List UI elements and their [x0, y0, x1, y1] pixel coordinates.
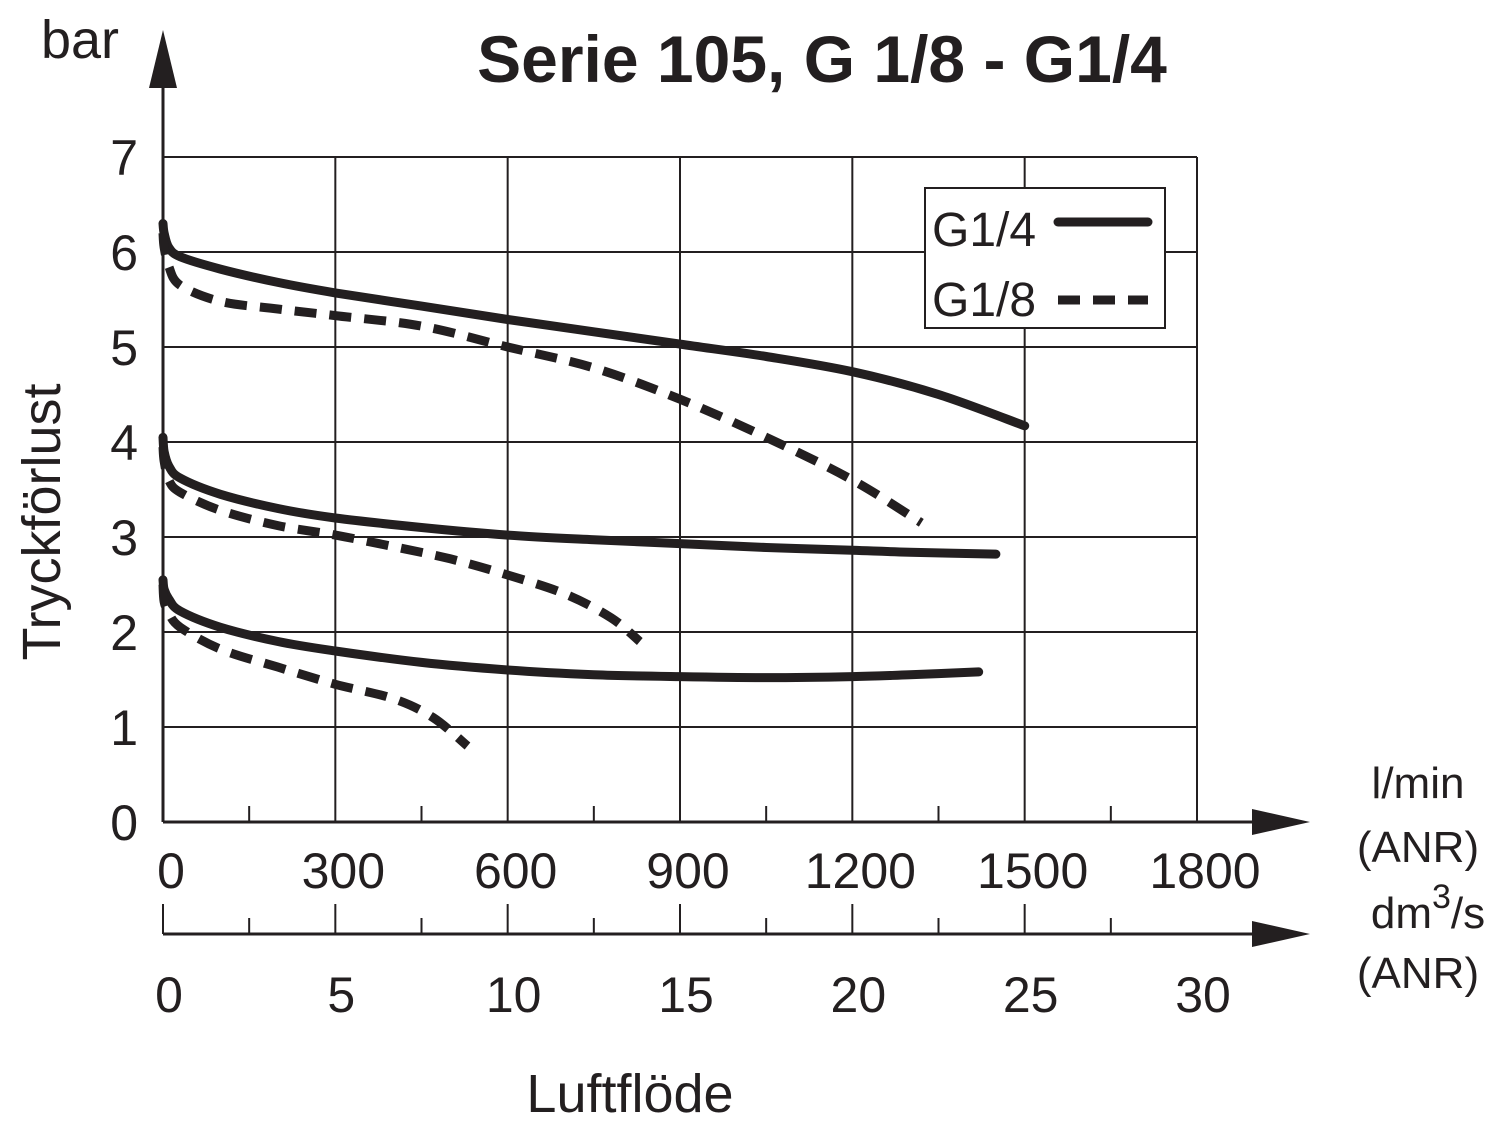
x-unit-secondary-line2: (ANR) — [1357, 949, 1479, 998]
x2-tick-label: 15 — [658, 967, 714, 1023]
x-tick-label: 1200 — [805, 843, 916, 899]
x-unit-secondary-tail: /s — [1451, 889, 1485, 938]
y-axis-arrow — [149, 30, 177, 88]
x-unit-secondary-sup: 3 — [1432, 878, 1451, 916]
series-layer — [158, 219, 1030, 750]
x-unit-primary-line1: l/min — [1372, 759, 1465, 808]
x-tick-label: 0 — [157, 843, 185, 899]
x-tick-label: 1500 — [977, 843, 1088, 899]
series-line-g18-3 — [158, 446, 643, 645]
x2-tick-label: 30 — [1175, 967, 1231, 1023]
series-line-g14-0 — [158, 219, 1030, 431]
x-unit-primary-line2: (ANR) — [1357, 823, 1479, 872]
x-minor-ticks — [248, 806, 1112, 822]
x2-tick-label: 10 — [486, 967, 542, 1023]
y-unit-label: bar — [41, 10, 119, 70]
x2-tick-label: 20 — [831, 967, 887, 1023]
y-tick-label: 7 — [110, 130, 138, 186]
x-tick-labels: 0 300 600 900 1200 1500 1800 — [157, 843, 1261, 899]
y-tick-label: 1 — [110, 700, 138, 756]
y-tick-label: 0 — [110, 795, 138, 851]
y-tick-label: 4 — [110, 415, 138, 471]
x-tick-label: 1800 — [1149, 843, 1260, 899]
x2-tick-labels: 0 5 10 15 20 25 30 — [155, 967, 1231, 1023]
series-line-g14-4 — [158, 575, 984, 683]
legend-label-g14: G1/4 — [932, 204, 1036, 257]
x-axis-arrow — [1252, 809, 1310, 835]
y-tick-label: 6 — [110, 225, 138, 281]
y-tick-labels: 0 1 2 3 4 5 6 7 — [110, 130, 138, 851]
y-tick-label: 2 — [110, 605, 138, 661]
axes — [149, 30, 1310, 947]
chart-title: Serie 105, G 1/8 - G1/4 — [477, 22, 1167, 96]
series-line-g14-2 — [158, 432, 1001, 559]
x2-ticks — [162, 904, 1112, 934]
series-line-g18-1 — [158, 232, 924, 527]
y-tick-label: 5 — [110, 320, 138, 376]
x-unit-secondary-line1: dm3/s — [1371, 878, 1485, 938]
x-axis-label: Luftflöde — [526, 1064, 733, 1124]
x2-tick-label: 5 — [327, 967, 355, 1023]
legend: G1/4 G1/8 — [924, 187, 1166, 329]
y-tick-label: 3 — [110, 510, 138, 566]
y-axis-label: Tryckförlust — [12, 383, 72, 660]
x-tick-label: 300 — [302, 843, 385, 899]
x-tick-label: 600 — [474, 843, 557, 899]
series-line-g18-5 — [158, 584, 471, 750]
x2-axis-arrow — [1252, 921, 1310, 947]
x2-tick-label: 0 — [155, 967, 183, 1023]
x2-tick-label: 25 — [1003, 967, 1059, 1023]
legend-label-g18: G1/8 — [932, 274, 1036, 327]
x-tick-label: 900 — [646, 843, 729, 899]
legend-box — [924, 187, 1166, 329]
x-unit-secondary-base: dm — [1371, 889, 1432, 938]
